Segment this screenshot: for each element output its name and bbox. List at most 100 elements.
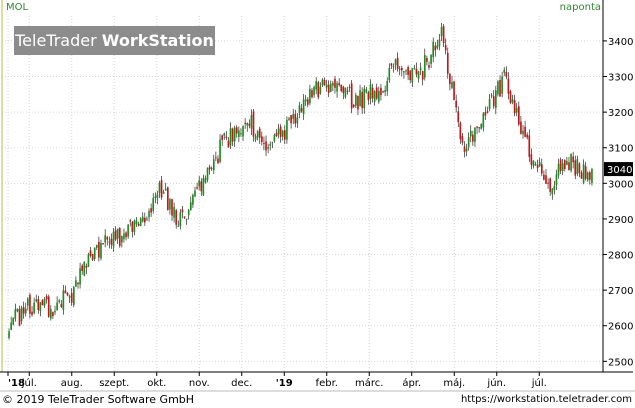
candle-down (528, 135, 531, 157)
candle-up (139, 218, 142, 227)
candle-down (248, 123, 251, 126)
candlestick-series (8, 23, 593, 340)
candle-down (200, 181, 203, 192)
candle-down (547, 182, 549, 184)
candle-down (118, 228, 121, 247)
candle-down (66, 293, 69, 296)
x-tick-label: dec. (231, 378, 252, 389)
candle-down (227, 140, 230, 148)
y-tick-label: 3400 (608, 37, 633, 48)
candle-up (267, 147, 269, 149)
candle-down (91, 254, 94, 260)
footer-url[interactable]: https://workstation.teletrader.com (460, 394, 632, 405)
y-tick-label: 2900 (608, 215, 633, 226)
candle-down (578, 163, 581, 174)
candle-down (181, 209, 184, 213)
candle-down (60, 304, 63, 307)
candle-up (8, 331, 10, 338)
candle-down (144, 217, 146, 223)
candle-down (235, 127, 238, 134)
candle-up (288, 118, 290, 120)
candle-up (271, 142, 274, 144)
x-tick-label: júl. (531, 377, 547, 389)
candle-up (246, 122, 249, 126)
candle-up (419, 67, 422, 71)
candle-up (39, 302, 42, 311)
candle-down (166, 187, 169, 210)
candle-up (133, 220, 136, 232)
x-tick-label: febr. (316, 378, 338, 389)
candle-up (33, 302, 35, 314)
candle-up (43, 299, 46, 306)
candle-down (559, 159, 562, 171)
candle-down (434, 45, 437, 51)
candle-down (208, 166, 211, 170)
candle-up (436, 45, 439, 49)
candle-down (225, 136, 228, 139)
watermark-logo: TeleTrader WorkStation (14, 26, 215, 55)
x-tick-label: aug. (61, 378, 83, 389)
candle-up (141, 216, 144, 222)
candle-up (162, 192, 165, 194)
candle-up (384, 90, 386, 93)
candle-up (238, 130, 240, 138)
candle-up (411, 68, 414, 83)
candle-down (492, 96, 495, 107)
candle-up (219, 139, 221, 162)
candle-down (509, 91, 512, 103)
candle-down (589, 172, 591, 180)
candle-up (553, 185, 556, 191)
candle-down (37, 299, 40, 311)
candle-up (169, 199, 171, 210)
candle-up (551, 188, 554, 195)
y-tick-label: 2500 (608, 357, 633, 368)
candle-down (421, 71, 424, 80)
candle-down (536, 164, 539, 169)
candle-down (382, 91, 384, 93)
candle-up (164, 188, 167, 191)
candle-up (438, 39, 441, 47)
candle-up (555, 174, 558, 186)
candle-down (323, 79, 326, 85)
candle-up (194, 190, 196, 197)
candle-up (302, 99, 305, 115)
watermark-part1: TeleTrader (15, 31, 97, 50)
candle-down (453, 81, 455, 100)
candle-up (313, 86, 315, 96)
candle-down (311, 90, 313, 98)
candle-up (185, 218, 188, 220)
chart-axes (0, 0, 635, 392)
candle-up (87, 254, 90, 267)
x-tick-label: szept. (99, 378, 129, 389)
candle-up (405, 70, 407, 72)
candle-up (210, 168, 213, 170)
candle-up (116, 228, 119, 239)
candle-down (375, 87, 378, 99)
candle-down (563, 160, 566, 170)
candle-down (334, 78, 336, 88)
candle-up (223, 133, 226, 136)
candle-up (24, 308, 27, 314)
candle-down (306, 99, 309, 105)
candle-down (499, 80, 501, 97)
candle-up (488, 98, 491, 110)
candle-up (121, 236, 123, 243)
candle-down (513, 100, 516, 114)
candle-up (56, 302, 58, 311)
candle-down (380, 87, 382, 96)
candle-up (482, 113, 485, 128)
x-tick-label: ápr. (402, 377, 421, 389)
candle-down (407, 67, 409, 76)
candle-up (321, 79, 324, 86)
candle-up (495, 90, 497, 109)
candle-down (449, 73, 451, 85)
candle-up (566, 161, 568, 166)
candle-up (58, 300, 61, 303)
candle-up (12, 317, 15, 325)
candle-down (175, 210, 178, 225)
candle-up (369, 84, 372, 99)
candle-up (100, 242, 102, 259)
watermark-part2: WorkStation (101, 31, 214, 50)
candle-down (275, 133, 278, 137)
candle-down (300, 107, 303, 112)
